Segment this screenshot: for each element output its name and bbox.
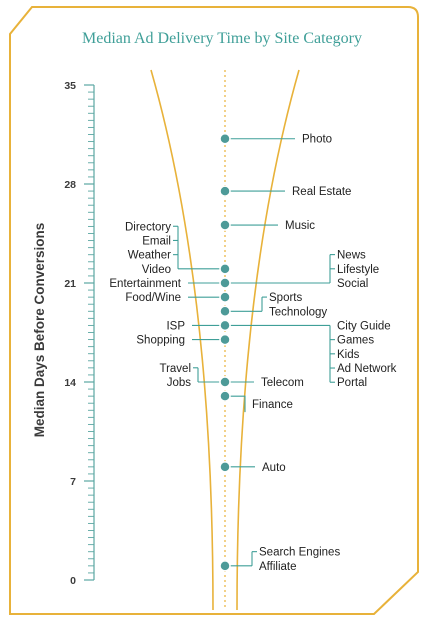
category-label: Shopping — [136, 335, 185, 347]
category-label: City Guide — [337, 320, 391, 332]
y-tick-label: 7 — [70, 476, 76, 488]
y-tick-label: 0 — [70, 575, 76, 587]
data-point — [219, 333, 231, 346]
category-label: Portal — [337, 377, 367, 389]
data-point — [219, 277, 231, 289]
category-label: Photo — [302, 134, 332, 146]
category-label: Directory — [125, 221, 171, 233]
data-point — [219, 132, 231, 145]
category-label: Lifestyle — [337, 264, 379, 276]
category-label: ISP — [166, 320, 185, 332]
category-label: Entertainment — [109, 278, 181, 290]
data-marks: Photo Real Estate Music Directory Email Weath… — [109, 132, 397, 573]
data-point — [219, 263, 231, 275]
funnel-left-curve — [150, 69, 214, 611]
category-label: Telecom — [261, 377, 304, 389]
y-axis-label: Median Days Before Conversions — [32, 223, 47, 438]
data-point — [219, 390, 231, 402]
y-tick-label: 35 — [64, 80, 76, 92]
category-label: Sports — [269, 292, 302, 304]
category-label: Search Engines — [259, 547, 340, 559]
y-tick-label: 14 — [64, 377, 76, 389]
data-point — [219, 319, 231, 332]
category-label: Jobs — [167, 377, 192, 389]
category-label: Video — [142, 264, 171, 276]
data-point — [219, 219, 231, 231]
y-tick-label: 28 — [64, 179, 76, 191]
category-label: Kids — [337, 349, 360, 361]
data-point — [219, 376, 231, 388]
category-label: Finance — [252, 399, 293, 411]
data-point — [219, 305, 231, 318]
data-point — [219, 291, 231, 303]
chart-title: Median Ad Delivery Time by Site Category — [82, 30, 362, 47]
category-label: Social — [337, 278, 368, 290]
category-label: Auto — [262, 462, 286, 474]
funnel-right-curve — [236, 69, 300, 611]
y-axis: 0 7 14 21 28 35 — [64, 80, 95, 587]
data-point — [219, 560, 231, 572]
category-label: Travel — [159, 363, 191, 375]
data-point — [219, 185, 231, 197]
category-label: Technology — [269, 306, 327, 318]
category-label: Ad Network — [337, 363, 397, 375]
connector-line — [225, 395, 246, 413]
category-label: Music — [285, 220, 315, 232]
category-label: Weather — [128, 250, 171, 262]
category-label: Real Estate — [292, 186, 351, 198]
category-label: Affiliate — [259, 561, 297, 573]
category-label: Food/Wine — [125, 292, 181, 304]
data-point — [219, 461, 231, 473]
category-label: Email — [142, 235, 171, 247]
chart-frame — [9, 6, 419, 615]
category-label: News — [337, 250, 366, 262]
y-tick-label: 21 — [64, 278, 76, 290]
category-label: Games — [337, 335, 374, 347]
